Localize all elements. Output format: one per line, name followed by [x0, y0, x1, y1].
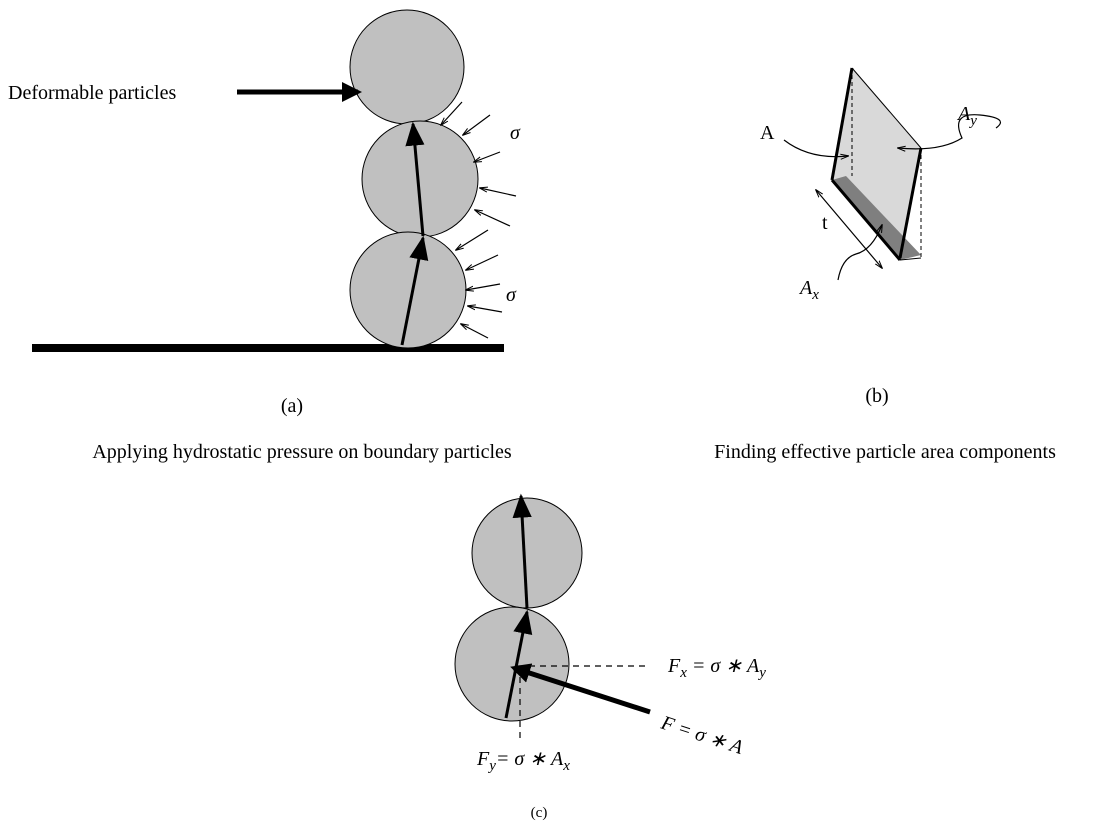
sigma-label: σ [506, 284, 517, 306]
label-part: F [476, 748, 490, 770]
ay-label: Ay [956, 103, 977, 129]
pressure-arrow [456, 230, 488, 250]
panel-tag: (a) [281, 395, 303, 417]
diagram: Deformable particles σ σ (a) Applying hy… [0, 0, 1098, 832]
caption: Applying hydrostatic pressure on boundar… [92, 441, 512, 463]
label-part: y [487, 758, 496, 774]
particle [455, 607, 569, 721]
pressure-arrow [463, 115, 490, 135]
panel-c [455, 496, 650, 740]
pressure-arrow [466, 255, 498, 270]
label-part: F [667, 655, 681, 677]
particle [350, 232, 466, 348]
pressure-arrow [480, 188, 516, 196]
label-part: x [562, 758, 570, 774]
label-part: y [757, 665, 766, 681]
pressure-arrow [474, 152, 500, 162]
label-part: = σ ∗ A [496, 748, 564, 770]
f-label: F = σ ∗ A [658, 712, 747, 760]
pressure-arrow [475, 210, 510, 226]
pressure-arrow [461, 324, 488, 338]
label-part: = σ ∗ A [687, 655, 760, 677]
label-part: x [811, 287, 819, 303]
label-part: A [798, 277, 813, 299]
label-part: A [956, 103, 971, 125]
panel-b [784, 68, 1000, 280]
ax-label: Ax [798, 277, 819, 303]
fx-label: Fx = σ ∗ Ay [667, 655, 766, 681]
caption: Finding effective particle area componen… [714, 441, 1056, 463]
thickness-label: t [822, 212, 828, 234]
panel-tag: (c) [531, 805, 548, 821]
pressure-arrow [466, 284, 500, 290]
pointer-label: Deformable particles [8, 82, 176, 104]
particle [362, 121, 478, 237]
panel-tag: (b) [865, 385, 888, 407]
particle [350, 10, 464, 124]
pressure-arrow [468, 306, 502, 312]
fy-label: Fy= σ ∗ Ax [476, 748, 570, 774]
sigma-label: σ [510, 122, 521, 144]
label-part: y [968, 113, 977, 129]
panel-a [32, 10, 516, 348]
area-label: A [760, 122, 775, 144]
page: {"panel_a": {"pointer_label": "Deformabl… [0, 0, 1098, 832]
